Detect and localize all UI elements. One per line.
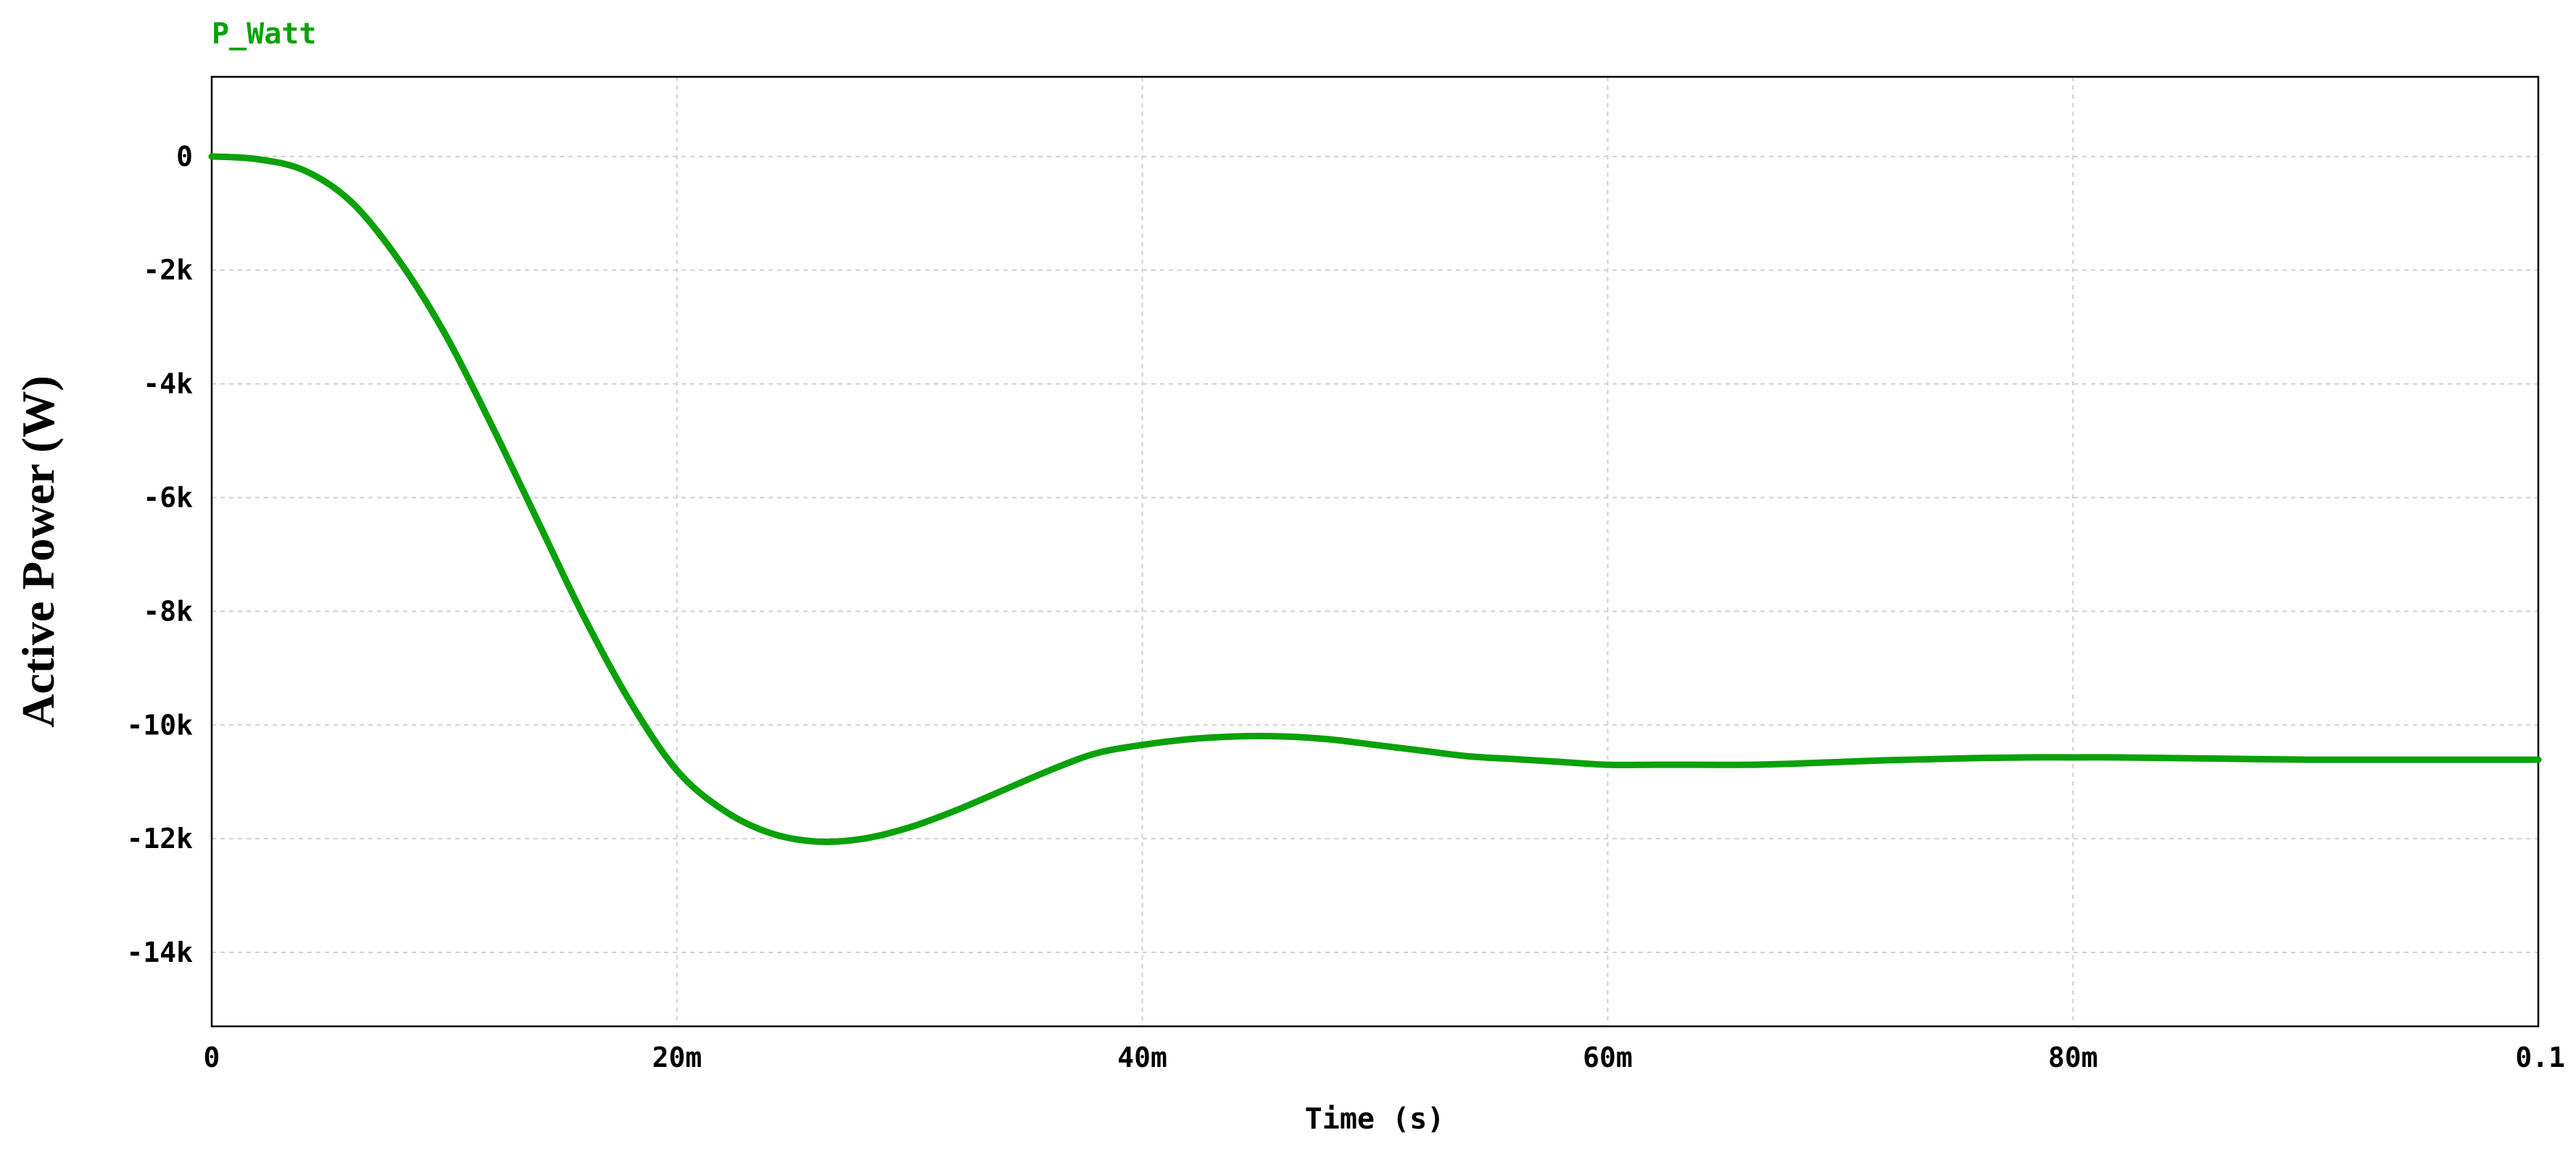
- y-axis-title: Active Power (W): [12, 375, 64, 728]
- x-tick-label: 0: [204, 1042, 220, 1073]
- y-tick-label: -6k: [143, 481, 193, 513]
- y-tick-labels: 0 -2k -4k -6k -8k -10k -12k -14k: [126, 141, 193, 968]
- x-tick-label: 20m: [652, 1042, 702, 1073]
- x-tick-label: 60m: [1583, 1042, 1633, 1073]
- legend-series-label: P_Watt: [212, 17, 317, 51]
- y-tick-label: -2k: [143, 254, 193, 286]
- x-tick-label: 0.1: [2515, 1042, 2565, 1073]
- y-tick-label: -12k: [126, 823, 193, 855]
- y-tick-label: 0: [176, 141, 193, 173]
- x-tick-labels: 0 20m 40m 60m 80m 0.1: [204, 1042, 2565, 1073]
- x-tick-label: 40m: [1117, 1042, 1167, 1073]
- y-tick-label: -10k: [126, 709, 193, 741]
- series-line-p-watt: [208, 153, 2542, 845]
- plot-frame: [210, 75, 2540, 1028]
- y-tick-label: -8k: [143, 595, 193, 627]
- y-tick-label: -4k: [143, 368, 193, 400]
- grid-layer: [212, 77, 2538, 1026]
- x-axis-title: Time (s): [1305, 1102, 1445, 1136]
- y-tick-label: -14k: [126, 936, 193, 968]
- x-tick-label: 80m: [2048, 1042, 2098, 1073]
- series-layer: [208, 153, 2542, 845]
